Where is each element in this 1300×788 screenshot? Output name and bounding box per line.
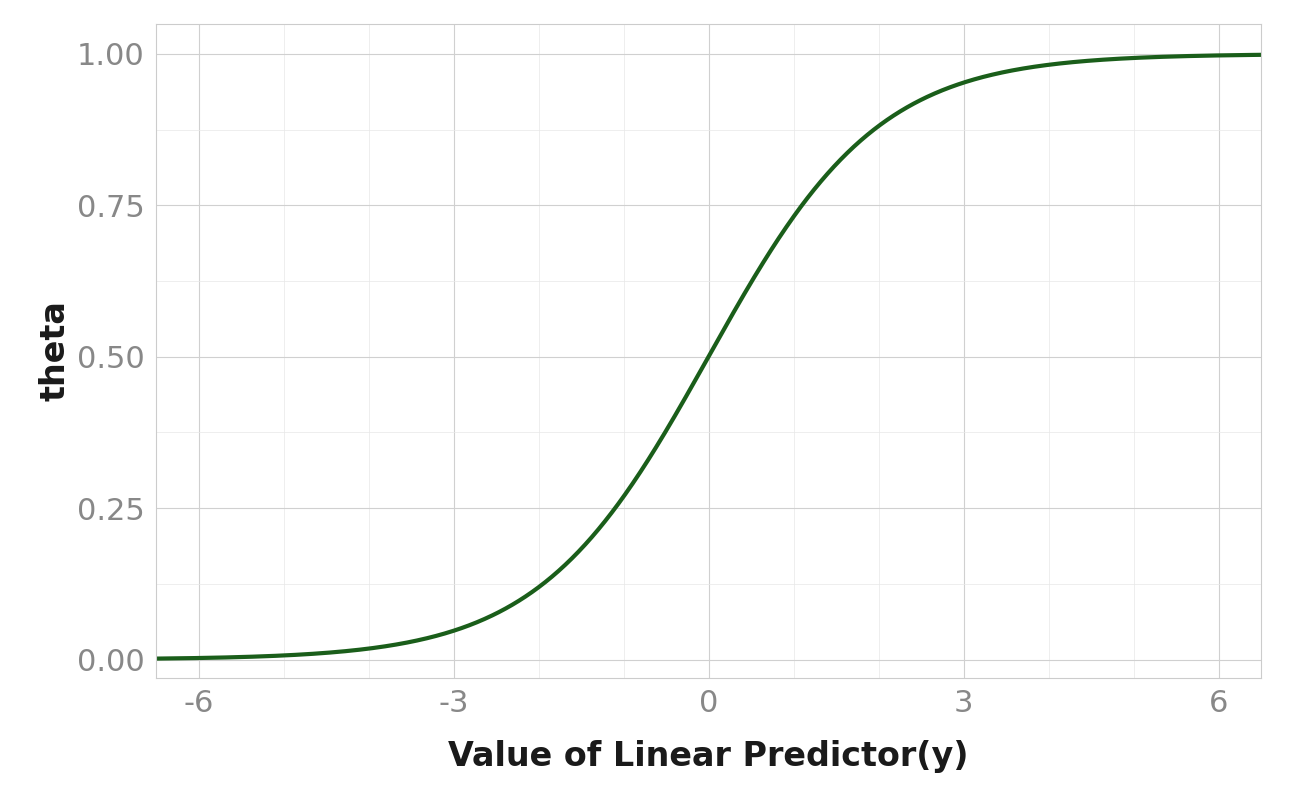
Y-axis label: theta: theta [39, 300, 72, 401]
X-axis label: Value of Linear Predictor(y): Value of Linear Predictor(y) [448, 740, 968, 773]
